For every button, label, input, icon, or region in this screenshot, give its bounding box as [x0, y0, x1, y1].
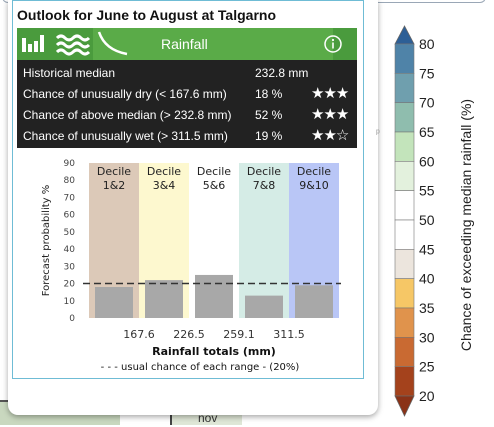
- stat-label: Chance of above median (> 232.8 mm): [23, 108, 232, 122]
- outlook-popup: Outlook for June to August at Talgarno: [8, 0, 380, 415]
- colorbar-tick-label: 20: [419, 388, 435, 404]
- decile-label: Decile: [247, 165, 281, 178]
- probability-bar: [95, 287, 133, 318]
- decile-label: 7&8: [253, 179, 276, 192]
- rainfall-tab[interactable]: Rainfall: [93, 28, 333, 60]
- y-tick-label: 50: [64, 228, 76, 238]
- decile-chart-svg: Decile1&2Decile3&4Decile5&6Decile7&8Deci…: [41, 159, 341, 373]
- colorbar-segment: [394, 131, 415, 162]
- x-tick-label: 311.5: [273, 328, 305, 341]
- colorbar-segment: [394, 366, 415, 397]
- y-tick-label: 40: [64, 245, 76, 255]
- colorbar-tick-label: 70: [419, 95, 435, 111]
- reference-caption: - - - usual chance of each range - (20%): [101, 362, 300, 373]
- stat-row-wet: Chance of unusually wet (> 311.5 mm) 19 …: [17, 125, 357, 145]
- waves-tab[interactable]: [51, 28, 93, 60]
- decile-label: 3&4: [153, 179, 176, 192]
- stat-value: 52 %: [255, 108, 283, 122]
- decile-chart: Decile 1&2 Decile 3&4 Decile 5&6 Decile 7&8 Deci…: [13, 151, 363, 381]
- stat-label: Historical median: [23, 66, 116, 80]
- stat-label: Chance of unusually dry (< 167.6 mm): [23, 87, 227, 101]
- popup-title: Outlook for June to August at Talgarno: [17, 7, 276, 23]
- waves-icon: [55, 34, 91, 56]
- x-tick-label: 259.1: [223, 328, 255, 341]
- colorbar-segment: [394, 249, 415, 279]
- stat-value: 18 %: [255, 87, 283, 101]
- decile-label: Decile: [147, 165, 181, 178]
- x-axis-label: Rainfall totals (mm): [152, 345, 276, 358]
- y-tick-label: 20: [64, 280, 76, 290]
- bar-chart-icon: [22, 35, 44, 52]
- colorbar-segment: [394, 278, 415, 309]
- decile-label: 5&6: [203, 179, 226, 192]
- y-tick-label: 0: [69, 314, 75, 324]
- y-tick-label: 70: [64, 193, 76, 203]
- confidence-stars: ★★☆: [311, 127, 349, 144]
- colorbar-segment: [394, 161, 415, 191]
- resize-handle[interactable]: ᵖ: [376, 128, 380, 139]
- y-tick-label: 30: [64, 262, 76, 272]
- probability-bar: [295, 285, 333, 318]
- info-icon[interactable]: [323, 34, 343, 54]
- colorbar-segment: [394, 219, 415, 250]
- probability-bar: [195, 274, 233, 318]
- decile-label: Decile: [97, 165, 131, 178]
- colorbar-segment: [394, 190, 415, 221]
- y-tick-label: 90: [64, 159, 76, 169]
- x-tick-label: 226.5: [173, 328, 205, 341]
- rainfall-stats-panel: Historical median 232.8 mm Chance of unu…: [17, 60, 357, 148]
- colorbar-tick-label: 75: [419, 65, 435, 81]
- decile-label: Decile: [197, 165, 231, 178]
- rainfall-curve-icon: [97, 31, 128, 56]
- stat-value: 232.8 mm: [255, 66, 309, 80]
- probability-bar: [245, 295, 283, 318]
- variable-toolbar: Rainfall: [17, 28, 357, 60]
- colorbar-segment: [394, 337, 415, 367]
- bar-chart-tab[interactable]: [17, 28, 51, 60]
- colorbar-segment: [394, 73, 415, 103]
- decile-label: 9&10: [299, 179, 329, 192]
- colorbar-tick-label: 35: [419, 300, 435, 316]
- confidence-stars: ★★★: [311, 85, 349, 102]
- y-tick-label: 60: [64, 211, 76, 221]
- y-axis-label: Forecast probability %: [41, 185, 52, 297]
- stat-value: 19 %: [255, 129, 283, 143]
- colorbar-segment: [394, 102, 415, 133]
- probability-bar: [145, 280, 183, 318]
- colorbar-tick-label: 55: [419, 183, 435, 199]
- colorbar-svg: 80 75 70 65 60 55 50 45 40 35 30 25 20 Chance of exce…: [394, 25, 474, 417]
- colorbar-bottom-arrow: [394, 395, 415, 417]
- confidence-stars: ★★★: [311, 106, 349, 123]
- colorbar-tick-label: 80: [419, 36, 435, 52]
- decile-label: Decile: [297, 165, 331, 178]
- x-tick-label: 167.6: [123, 328, 155, 341]
- colorbar-tick-label: 45: [419, 241, 435, 257]
- rainfall-colorbar: 80 75 70 65 60 55 50 45 40 35 30 25 20 Chance of exce…: [385, 22, 494, 422]
- popup-content: Outlook for June to August at Talgarno: [12, 0, 364, 379]
- y-tick-label: 80: [64, 176, 76, 186]
- stat-label: Chance of unusually wet (> 311.5 mm): [23, 129, 228, 143]
- colorbar-tick-label: 40: [419, 271, 435, 287]
- colorbar-top-arrow: [394, 25, 415, 45]
- colorbar-segment: [394, 307, 415, 338]
- rainfall-tab-label: Rainfall: [161, 36, 208, 52]
- colorbar-tick-label: 25: [419, 359, 435, 375]
- colorbar-tick-label: 30: [419, 329, 435, 345]
- decile-label: 1&2: [103, 179, 126, 192]
- stat-row-median: Historical median 232.8 mm: [17, 62, 357, 82]
- colorbar-tick-label: 65: [419, 124, 435, 140]
- y-tick-label: 10: [64, 297, 76, 307]
- decile-band: [239, 163, 289, 318]
- colorbar-title: Chance of exceeding median rainfall (%): [458, 99, 474, 351]
- stat-row-dry: Chance of unusually dry (< 167.6 mm) 18 …: [17, 83, 357, 103]
- colorbar-tick-label: 50: [419, 212, 435, 228]
- colorbar-segment: [394, 43, 415, 74]
- stat-row-above-median: Chance of above median (> 232.8 mm) 52 %…: [17, 104, 357, 124]
- colorbar-tick-label: 60: [419, 153, 435, 169]
